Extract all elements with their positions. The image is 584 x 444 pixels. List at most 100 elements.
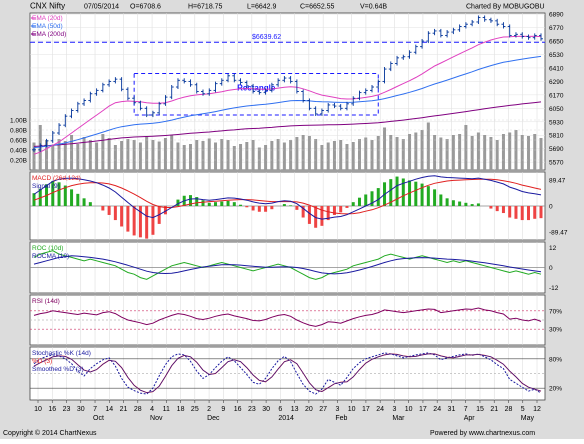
- volume-bar: [245, 142, 249, 170]
- ema-20d-line: [33, 35, 542, 155]
- volume-bar: [239, 144, 243, 170]
- macd-histogram-bar: [126, 206, 130, 232]
- date-label: 07/05/2014: [84, 4, 119, 11]
- macd-histogram-bar: [270, 206, 274, 210]
- volume-bar: [101, 134, 105, 170]
- macd-histogram-bar: [107, 206, 111, 215]
- macd-histogram-bar: [232, 202, 236, 206]
- rsi-title: RSI (14d): [32, 298, 60, 305]
- macd-histogram-bar: [57, 182, 61, 206]
- macd-tick-label: 0: [549, 204, 553, 211]
- volume-bar: [307, 136, 311, 170]
- volume-bar: [63, 141, 67, 170]
- volume-bar: [483, 135, 487, 170]
- price-tick-label: 5690: [549, 146, 564, 153]
- rsi-tick-label: 30%: [549, 327, 562, 334]
- stochastic-smoothed-d-line: [33, 353, 542, 393]
- volume-bar: [458, 134, 462, 170]
- volume-bar: [370, 140, 374, 170]
- volume-bar: [351, 142, 355, 170]
- macd-histogram-bar: [345, 206, 349, 208]
- volume-bar: [76, 144, 80, 170]
- macd-line: [33, 175, 542, 220]
- macd-tick-label: 89.47: [549, 177, 566, 184]
- volume-bar: [82, 137, 86, 170]
- volume-bar: [320, 145, 324, 170]
- macd-histogram-bar: [439, 194, 443, 206]
- volume-bar: [201, 141, 205, 170]
- macd-histogram-bar: [376, 188, 380, 206]
- rsi-line: [33, 307, 542, 327]
- volume-bar: [270, 141, 274, 170]
- volume-tick-label: 0.60B: [10, 138, 27, 145]
- x-month-label: 2014: [278, 415, 294, 422]
- macd-histogram-bar: [420, 183, 424, 206]
- macd-histogram-bar: [426, 186, 430, 206]
- volume-bar: [470, 136, 474, 170]
- volume-bar: [408, 134, 412, 170]
- x-tick-label: 11: [163, 406, 170, 413]
- macd-histogram-bar: [51, 181, 55, 206]
- macd-histogram-bar: [176, 199, 180, 206]
- volume-bar: [220, 139, 224, 170]
- volume-bar: [107, 138, 111, 170]
- powered-by-label: Powered by www.chartnexus.com: [430, 430, 535, 437]
- macd-histogram-bar: [433, 189, 437, 206]
- price-tick-label: 5810: [549, 133, 564, 140]
- symbol-label: CNX Nifty: [30, 2, 65, 11]
- volume-tick-label: 0.80B: [10, 128, 27, 135]
- macd-histogram-bar: [514, 206, 518, 219]
- volume-bar: [332, 141, 336, 170]
- price-tick-label: 6050: [549, 106, 564, 113]
- volume-bar: [88, 140, 92, 170]
- macd-histogram-bar: [320, 206, 324, 226]
- macd-histogram-bar: [357, 197, 361, 206]
- x-tick-label: 7: [464, 406, 468, 413]
- resistance-annotation: $6639.62: [252, 34, 281, 41]
- macd-histogram-bar: [501, 206, 505, 214]
- volume-bar: [451, 135, 455, 170]
- open-label: O=6708.6: [130, 4, 161, 11]
- macd-legend-label: Signal (9): [32, 183, 60, 190]
- stochastic-tick-label: 20%: [549, 386, 562, 393]
- roc-tick-label: 0: [549, 265, 553, 272]
- macd-histogram-bar: [395, 176, 399, 206]
- x-tick-label: 3: [335, 406, 339, 413]
- price-legend-label: EMA (20d): [32, 15, 63, 22]
- volume-bar: [501, 134, 505, 170]
- x-tick-label: 28: [505, 406, 513, 413]
- volume-bar: [145, 136, 149, 170]
- volume-bar: [195, 140, 199, 170]
- volume-tick-label: 1.00B: [10, 118, 27, 125]
- macd-histogram-bar: [145, 206, 149, 239]
- volume-bar: [251, 140, 255, 170]
- macd-histogram-bar: [214, 202, 218, 206]
- volume-label: V=0.64B: [360, 4, 387, 11]
- macd-histogram-bar: [76, 193, 80, 206]
- volume-bar: [401, 139, 405, 170]
- volume-bar: [151, 140, 155, 170]
- volume-bar: [232, 146, 236, 170]
- volume-bar: [70, 135, 74, 170]
- x-tick-label: 30: [262, 406, 270, 413]
- macd-histogram-bar: [282, 204, 286, 206]
- low-label: L=6642.9: [247, 4, 276, 11]
- macd-histogram-bar: [445, 198, 449, 206]
- macd-histogram-bar: [451, 200, 455, 206]
- volume-bar: [357, 139, 361, 170]
- x-tick-label: 16: [48, 406, 56, 413]
- x-tick-label: 9: [221, 406, 225, 413]
- volume-bar: [445, 139, 449, 170]
- x-tick-label: 24: [433, 406, 441, 413]
- macd-histogram-bar: [63, 185, 67, 206]
- x-tick-label: 4: [150, 406, 154, 413]
- x-tick-label: 17: [362, 406, 370, 413]
- volume-bar: [476, 132, 480, 170]
- x-tick-label: 18: [177, 406, 185, 413]
- macd-title: MACD (26d,12d): [32, 175, 81, 182]
- macd-histogram-bar: [188, 195, 192, 206]
- copyright-label: Copyright © 2014 ChartNexus: [3, 429, 97, 437]
- x-tick-label: 30: [77, 406, 85, 413]
